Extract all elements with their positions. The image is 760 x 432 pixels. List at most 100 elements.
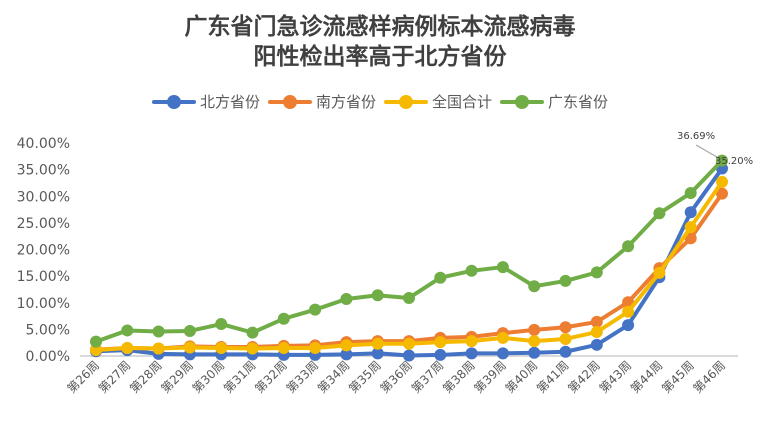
x-tick-label: 第39周 xyxy=(471,358,509,396)
data-point[interactable] xyxy=(716,154,728,167)
data-point[interactable] xyxy=(152,325,165,338)
data-point[interactable] xyxy=(121,324,134,337)
data-point[interactable] xyxy=(716,175,728,188)
line-marker-icon xyxy=(151,94,196,109)
x-tick-label: 第35周 xyxy=(346,358,384,396)
data-point[interactable] xyxy=(684,187,697,200)
data-point[interactable] xyxy=(590,338,603,351)
data-point[interactable] xyxy=(559,345,572,358)
data-point[interactable] xyxy=(340,348,353,361)
data-point[interactable] xyxy=(590,315,603,328)
data-point[interactable] xyxy=(622,240,635,253)
data-point[interactable] xyxy=(309,342,322,355)
data-point[interactable] xyxy=(496,261,509,274)
data-point[interactable] xyxy=(121,342,134,355)
chart-title-line1: 广东省门急诊流感样病例标本流感病毒 xyxy=(184,14,576,40)
y-axis: 0.00% 5.00% 10.00% 15.00% 20.00% 25.00% 30.00%… xyxy=(17,136,70,365)
data-point[interactable] xyxy=(277,312,290,325)
data-series xyxy=(90,154,728,362)
legend-item-guangdong[interactable]: 广东省份 xyxy=(500,91,608,112)
data-point[interactable] xyxy=(684,206,697,219)
data-point[interactable] xyxy=(559,274,572,287)
data-label: 35.20% xyxy=(715,156,753,167)
data-point[interactable] xyxy=(465,347,478,360)
data-point[interactable] xyxy=(183,324,196,337)
data-point[interactable] xyxy=(465,335,478,348)
data-point[interactable] xyxy=(622,319,635,332)
data-point[interactable] xyxy=(590,266,603,279)
x-tick-label: 第42周 xyxy=(565,358,603,396)
x-tick-label: 第37周 xyxy=(409,358,447,396)
data-point[interactable] xyxy=(434,336,447,349)
line-marker-icon xyxy=(267,94,312,109)
data-point[interactable] xyxy=(496,347,509,360)
data-point[interactable] xyxy=(559,321,572,334)
chart-title-line2: 阳性检出率高于北方省份 xyxy=(253,44,507,70)
chart-legend: 北方省份 南方省份 全国合计 广东省份 xyxy=(0,91,760,112)
data-point[interactable] xyxy=(371,337,384,350)
data-point[interactable] xyxy=(496,331,509,344)
data-point[interactable] xyxy=(90,335,102,348)
line-marker-icon xyxy=(500,94,545,109)
x-tick-label: 第30周 xyxy=(190,358,228,396)
data-point[interactable] xyxy=(246,342,259,355)
data-point[interactable] xyxy=(403,349,415,362)
legend-item-national[interactable]: 全国合计 xyxy=(384,91,492,112)
x-tick-label: 第33周 xyxy=(284,358,322,396)
series-line xyxy=(90,154,728,348)
data-point[interactable] xyxy=(684,232,697,245)
data-point[interactable] xyxy=(90,344,102,357)
data-point[interactable] xyxy=(340,293,353,306)
data-point[interactable] xyxy=(371,347,384,360)
data-point[interactable] xyxy=(434,271,447,284)
x-tick-label: 第45周 xyxy=(659,358,697,396)
data-point[interactable] xyxy=(403,291,415,304)
y-tick-label: 0.00% xyxy=(26,349,70,365)
data-point[interactable] xyxy=(590,326,603,339)
y-tick-label: 40.00% xyxy=(17,136,70,152)
x-axis: 第26周第27周第28周第29周第30周第31周第32周第33周第34周第35周… xyxy=(64,358,728,396)
data-point[interactable] xyxy=(152,342,165,355)
data-point[interactable] xyxy=(653,207,666,220)
data-point[interactable] xyxy=(528,335,541,348)
data-point[interactable] xyxy=(684,221,697,234)
data-point[interactable] xyxy=(653,266,666,279)
data-point[interactable] xyxy=(528,323,541,336)
data-point[interactable] xyxy=(465,264,478,277)
x-tick-label: 第31周 xyxy=(221,358,259,396)
data-label: 36.69% xyxy=(677,131,715,142)
data-point[interactable] xyxy=(528,346,541,359)
data-point[interactable] xyxy=(434,348,447,361)
legend-item-north[interactable]: 北方省份 xyxy=(151,91,260,112)
data-point[interactable] xyxy=(528,280,541,293)
chart-title: 广东省门急诊流感样病例标本流感病毒 阳性检出率高于北方省份 xyxy=(0,12,760,72)
data-point[interactable] xyxy=(215,342,228,355)
data-point[interactable] xyxy=(716,187,728,200)
x-tick-label: 第40周 xyxy=(503,358,541,396)
legend-label: 南方省份 xyxy=(315,93,376,111)
line-marker-icon xyxy=(384,94,428,109)
series-line xyxy=(90,175,728,357)
data-point[interactable] xyxy=(559,332,572,345)
x-tick-label: 第32周 xyxy=(252,358,290,396)
data-point[interactable] xyxy=(340,339,353,352)
data-point[interactable] xyxy=(622,305,635,318)
data-point[interactable] xyxy=(403,337,415,350)
x-tick-label: 第29周 xyxy=(158,358,196,396)
y-tick-label: 20.00% xyxy=(17,243,70,259)
x-tick-label: 第28周 xyxy=(127,358,165,396)
leader-line xyxy=(695,144,719,159)
x-tick-label: 第41周 xyxy=(534,358,572,396)
legend-item-south[interactable]: 南方省份 xyxy=(267,91,376,112)
data-labels: 36.69% 35.20% xyxy=(677,131,753,167)
y-tick-label: 15.00% xyxy=(17,269,70,285)
data-point[interactable] xyxy=(246,326,259,339)
legend-label: 北方省份 xyxy=(199,93,260,111)
data-point[interactable] xyxy=(215,318,228,331)
y-tick-label: 5.00% xyxy=(26,322,70,338)
data-point[interactable] xyxy=(371,289,384,302)
data-point[interactable] xyxy=(277,342,290,355)
data-point[interactable] xyxy=(309,303,322,316)
data-point[interactable] xyxy=(183,341,196,354)
